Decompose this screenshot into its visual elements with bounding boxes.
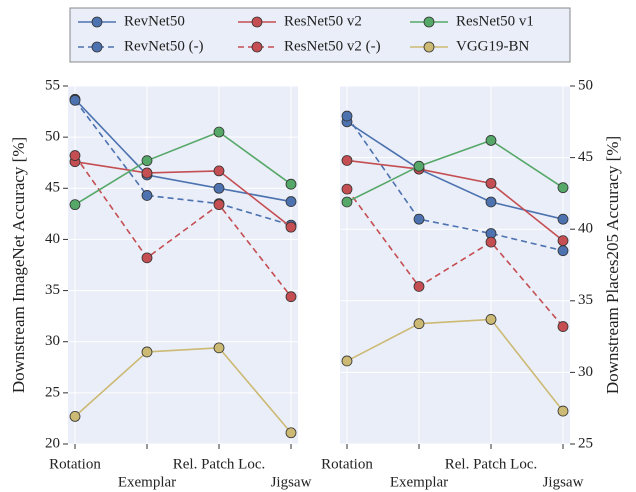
point — [141, 190, 153, 201]
y-tick-label: 45 — [578, 149, 593, 165]
point — [485, 314, 497, 325]
point — [341, 355, 353, 367]
x-tick-label: Exemplar — [390, 474, 448, 490]
series-line — [346, 115, 564, 252]
series-line — [346, 188, 564, 328]
point — [141, 346, 153, 358]
series-line — [74, 347, 292, 434]
x-tick-label: Rel. Patch Loc. — [173, 456, 265, 472]
legend-marker — [423, 16, 435, 28]
y-tick-label: 45 — [45, 180, 60, 196]
point — [485, 177, 497, 189]
legend-label: ResNet50 v1 — [456, 13, 534, 29]
point — [413, 160, 425, 172]
point — [285, 221, 297, 233]
point — [557, 235, 569, 247]
y-tick-label: 30 — [45, 333, 60, 349]
plot-area — [68, 86, 298, 444]
x-tick-label: Jigsaw — [271, 474, 312, 490]
legend-label: RevNet50 (-) — [124, 38, 204, 54]
x-tick-label: Rel. Patch Loc. — [445, 456, 537, 472]
point — [557, 245, 569, 257]
series-line — [74, 160, 292, 228]
point — [213, 182, 225, 194]
point — [413, 318, 425, 330]
x-tick-label: Jigsaw — [543, 474, 584, 490]
point — [285, 427, 297, 439]
legend-label: ResNet50 v2 (-) — [284, 38, 381, 54]
x-tick-label: Rotation — [49, 456, 101, 472]
point — [557, 405, 569, 417]
point — [557, 321, 569, 332]
series-line — [74, 131, 292, 206]
legend-label: ResNet50 v2 — [284, 13, 362, 29]
y-tick-label: 40 — [578, 221, 593, 237]
legend-box — [69, 7, 571, 63]
series-line — [346, 159, 564, 242]
point — [213, 199, 225, 211]
y-tick-label: 25 — [578, 435, 593, 451]
legend-marker — [91, 16, 103, 28]
point — [285, 196, 297, 207]
point — [69, 94, 81, 106]
point — [413, 281, 425, 292]
point — [485, 236, 497, 248]
y-tick-label: 55 — [45, 77, 60, 93]
series-line — [74, 155, 292, 298]
x-tick-label: Rotation — [321, 456, 373, 472]
y-tick-label: 35 — [45, 282, 60, 298]
point — [213, 165, 225, 177]
series-line — [346, 139, 564, 203]
y-tick-label: 20 — [45, 435, 60, 451]
legend-marker — [91, 41, 103, 53]
point — [69, 199, 81, 211]
point — [341, 155, 353, 166]
y-axis-label: Downstream ImageNet Accuracy [%] — [9, 137, 28, 393]
point — [485, 135, 497, 146]
point — [141, 252, 153, 264]
point — [213, 126, 225, 138]
series-line — [74, 99, 292, 226]
point — [485, 196, 497, 208]
point — [69, 150, 81, 161]
series-line — [346, 318, 564, 412]
legend-marker — [251, 41, 263, 53]
legend-marker — [251, 16, 263, 28]
y-tick-label: 35 — [578, 292, 593, 308]
legend-marker — [423, 41, 435, 53]
point — [557, 182, 569, 194]
y-tick-label: 40 — [45, 231, 60, 247]
point — [213, 342, 225, 354]
y-tick-label: 30 — [578, 364, 593, 380]
series-line — [74, 98, 292, 203]
point — [285, 178, 297, 190]
y-tick-label: 50 — [578, 77, 593, 93]
y-axis-label: Downstream Places205 Accuracy [%] — [603, 136, 622, 394]
point — [341, 110, 353, 122]
y-tick-label: 25 — [45, 384, 60, 400]
point — [557, 213, 569, 225]
point — [413, 213, 425, 225]
point — [141, 167, 153, 179]
x-tick-label: Exemplar — [118, 474, 176, 490]
point — [285, 291, 297, 303]
point — [341, 183, 353, 195]
point — [341, 196, 353, 208]
y-tick-label: 50 — [45, 129, 60, 145]
legend-label: RevNet50 — [124, 13, 185, 29]
point — [69, 410, 81, 422]
series-line — [346, 121, 564, 220]
legend-label: VGG19-BN — [456, 38, 529, 54]
point — [141, 155, 153, 167]
